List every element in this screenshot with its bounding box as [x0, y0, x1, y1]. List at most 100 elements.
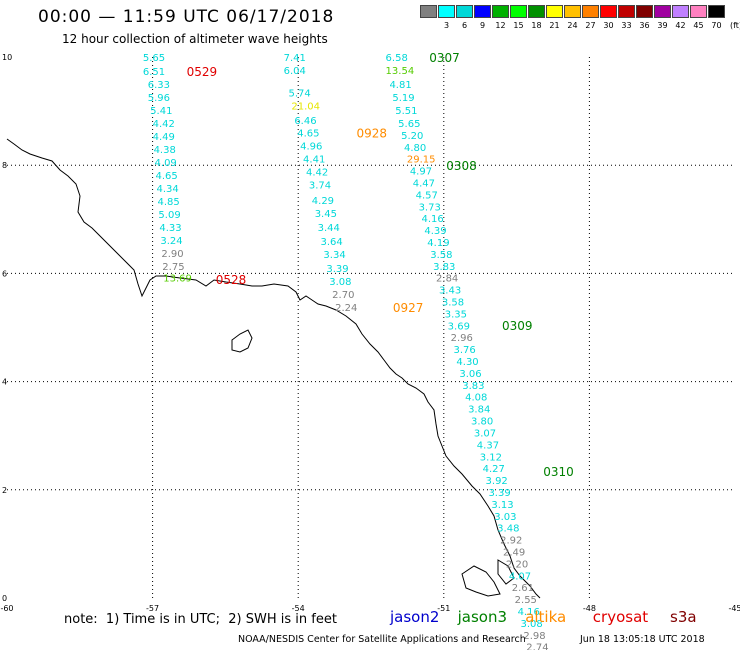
swh-value: 3.58 [442, 298, 464, 309]
legend-label: 36 [639, 21, 650, 30]
swh-value: 5.09 [158, 210, 180, 221]
swh-value: 3.34 [323, 250, 345, 261]
swh-value: 5.51 [395, 106, 417, 117]
swh-value: 4.85 [157, 197, 179, 208]
swh-value: 3.12 [480, 452, 502, 463]
satellite-cryosat: cryosat [592, 608, 649, 626]
y-tick-label: 2 [2, 486, 7, 495]
pass-time-label: 0308 [446, 159, 477, 173]
swh-value: 4.27 [483, 464, 505, 475]
swh-value: 4.65 [156, 171, 178, 182]
swh-value: 2.96 [451, 333, 473, 344]
swh-value: 3.35 [445, 309, 467, 320]
swh-value: 4.33 [159, 223, 181, 234]
legend-label: 42 [675, 21, 686, 30]
legend-swatch [600, 5, 617, 18]
swh-value: 3.64 [321, 237, 343, 248]
x-tick-label: -60 [0, 604, 13, 613]
swh-value: 2.74 [526, 643, 548, 650]
x-tick-label: -51 [437, 604, 450, 613]
pass-time-label: 0307 [429, 51, 460, 65]
pass-time-label: 0928 [356, 127, 387, 141]
swh-value: 5.74 [288, 89, 310, 100]
map-title: 00:00 — 11:59 UTC 06/17/2018 [38, 7, 335, 27]
legend-swatch [546, 5, 563, 18]
pass-time-label: 0528 [216, 273, 247, 287]
y-tick-label: 10 [2, 53, 12, 62]
delta-island-outline [461, 565, 501, 597]
swh-value: 4.97 [410, 167, 432, 178]
legend-label: 12 [495, 21, 506, 30]
swh-value: 3.48 [497, 524, 519, 535]
y-tick-label: 6 [2, 269, 7, 278]
swh-value: 3.08 [520, 619, 542, 630]
swh-value: 4.81 [389, 80, 411, 91]
swh-value: 6.46 [294, 116, 316, 127]
legend-swatch [618, 5, 635, 18]
swh-value: 4.16 [518, 607, 540, 618]
legend-label: 39 [657, 21, 668, 30]
legend-swatch [474, 5, 491, 18]
legend-label: 3 [443, 21, 450, 30]
credit-text: NOAA/NESDIS Center for Satellite Applica… [238, 634, 526, 645]
delta-island-outline [497, 559, 515, 585]
swh-value: 3.69 [448, 321, 470, 332]
swh-value: 3.83 [462, 381, 484, 392]
swh-value: 2.55 [515, 595, 537, 606]
legend-swatch [654, 5, 671, 18]
swh-value: 7.41 [284, 53, 306, 64]
map-subtitle: 12 hour collection of altimeter wave hei… [62, 32, 328, 46]
swh-value: 6.04 [284, 66, 306, 77]
legend-swatch [456, 5, 473, 18]
footer-note: note: 1) Time is in UTC; 2) SWH is in fe… [64, 612, 337, 627]
swh-value: 2.90 [161, 249, 183, 260]
legend-label: 70 [711, 21, 722, 30]
legend-label: 9 [479, 21, 486, 30]
legend-swatch [690, 5, 707, 18]
swh-value: 3.74 [309, 181, 331, 192]
swh-value: 5.41 [150, 106, 172, 117]
swh-value: 4.42 [153, 119, 175, 130]
swh-value: 2.49 [503, 547, 525, 558]
swh-value: 4.41 [303, 155, 325, 166]
swh-value: 4.65 [297, 129, 319, 140]
legend-label: 33 [621, 21, 632, 30]
swh-value: 2.75 [162, 262, 184, 273]
swh-value: 5.65 [143, 53, 165, 64]
swh-value: 13.69 [163, 274, 192, 285]
legend-label: 15 [513, 21, 524, 30]
legend-swatch [528, 5, 545, 18]
swh-value: 29.15 [407, 155, 436, 166]
satellite-altika: altika [525, 608, 567, 626]
y-tick-label: 4 [2, 378, 7, 387]
swh-value: 5.20 [401, 131, 423, 142]
swh-value: 3.06 [459, 369, 481, 380]
swh-value: 3.08 [329, 277, 351, 288]
pass-time-label: 0309 [502, 319, 533, 333]
swh-value: 4.47 [413, 179, 435, 190]
swh-value: 4.30 [456, 357, 478, 368]
swh-value: 2.20 [506, 559, 528, 570]
swh-value: 5.96 [148, 93, 170, 104]
legend-swatch [510, 5, 527, 18]
swh-value: 4.57 [416, 190, 438, 201]
swh-value: 3.43 [439, 286, 461, 297]
legend-swatch [672, 5, 689, 18]
swh-value: 3.84 [468, 405, 490, 416]
y-tick-label: 8 [2, 161, 7, 170]
x-tick-label: -48 [583, 604, 596, 613]
swh-value: 4.08 [465, 393, 487, 404]
swh-value: 4.39 [424, 226, 446, 237]
timestamp: Jun 18 13:05:18 UTC 2018 [580, 634, 705, 645]
swh-value: 3.80 [471, 417, 493, 428]
swh-value: 4.34 [156, 184, 178, 195]
legend-label: 45 [693, 21, 704, 30]
legend-unit: (ft) [729, 21, 740, 30]
swh-value: 3.07 [474, 428, 496, 439]
swh-value: 4.80 [404, 143, 426, 154]
legend-label: 30 [603, 21, 614, 30]
swh-value: 2.84 [436, 274, 458, 285]
swh-value: 2.24 [335, 303, 357, 314]
